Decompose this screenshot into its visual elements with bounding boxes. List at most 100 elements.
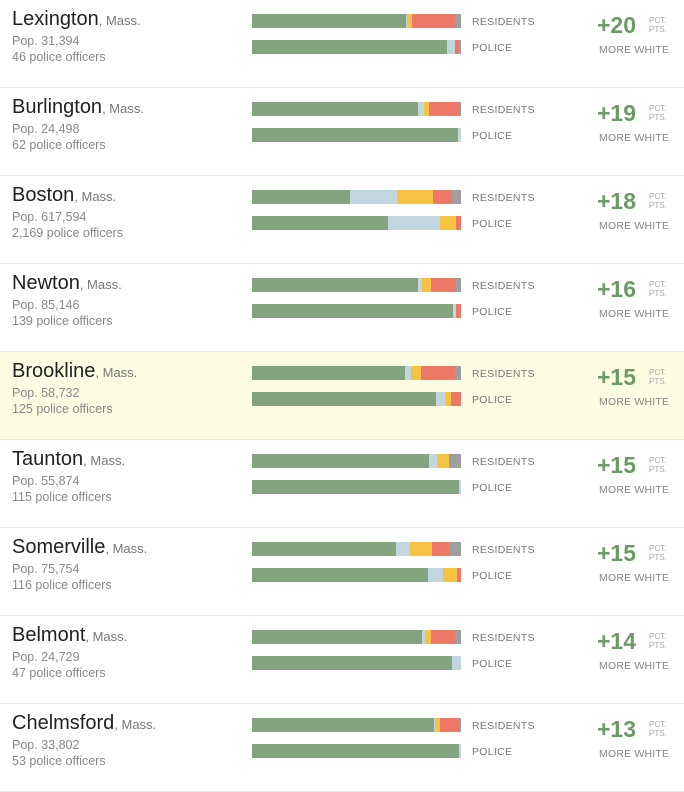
police-bar — [252, 656, 461, 670]
residents-segment-white — [252, 278, 419, 292]
police-label: POLICE — [472, 570, 513, 582]
state-label: , Mass. — [74, 189, 117, 204]
residents-label: RESIDENTS — [472, 544, 535, 556]
police-label: POLICE — [472, 218, 513, 230]
residents-segment-asian — [404, 366, 411, 380]
unit-line-1: PCT. — [649, 456, 667, 465]
residents-segment-white — [252, 14, 406, 28]
police-bar — [252, 744, 461, 758]
residents-bar — [252, 14, 461, 28]
unit-line-2: PTS. — [649, 25, 667, 34]
unit-line-2: PTS. — [649, 201, 667, 210]
difference-value: +16 — [597, 276, 637, 302]
more-white-label: MORE WHITE — [599, 396, 670, 408]
residents-segment-black — [421, 366, 455, 380]
residents-bar — [252, 102, 461, 116]
police-segment-asian — [451, 656, 461, 670]
unit-line-1: PCT. — [649, 544, 667, 553]
residents-segment-black — [428, 102, 460, 116]
residents-segment-black — [430, 630, 455, 644]
unit-label: PCT. PTS. — [649, 368, 667, 386]
residents-segment-hispanic — [397, 190, 433, 204]
police-label: POLICE — [472, 482, 513, 494]
residents-segment-other — [454, 366, 461, 380]
state-label: , Mass. — [85, 629, 128, 644]
city-name: Somerville — [12, 536, 106, 558]
city-name: Taunton — [12, 448, 84, 470]
unit-label: PCT. PTS. — [649, 104, 667, 122]
population-label: Pop. 75,754 — [12, 562, 80, 576]
population-label: Pop. 24,498 — [12, 122, 80, 136]
police-segment-black — [455, 304, 461, 318]
city-name: Chelmsford — [12, 712, 115, 734]
city-name: Belmont — [12, 624, 86, 646]
city-heading: Somerville, Mass. — [12, 536, 147, 559]
unit-label: PCT. PTS. — [649, 192, 667, 210]
more-white-label: MORE WHITE — [599, 44, 670, 56]
population-label: Pop. 33,802 — [12, 738, 80, 752]
city-name: Lexington — [12, 8, 99, 30]
state-label: , Mass. — [83, 453, 126, 468]
city-row-boston: Boston, Mass. Pop. 617,594 2,169 police … — [0, 176, 684, 264]
difference-value: +18 — [597, 188, 637, 214]
unit-line-2: PTS. — [649, 729, 667, 738]
residents-segment-asian — [418, 278, 423, 292]
residents-segment-white — [252, 718, 434, 732]
residents-segment-hispanic — [424, 102, 429, 116]
state-label: , Mass. — [98, 13, 141, 28]
residents-segment-white — [252, 542, 397, 556]
police-segment-white — [252, 744, 459, 758]
police-segment-hispanic — [445, 392, 451, 406]
unit-line-2: PTS. — [649, 465, 667, 474]
more-white-label: MORE WHITE — [599, 660, 670, 672]
state-label: , Mass. — [102, 101, 144, 116]
unit-line-1: PCT. — [649, 16, 667, 25]
police-segment-asian — [447, 40, 455, 54]
police-segment-asian — [457, 128, 461, 142]
difference-value: +19 — [597, 100, 637, 126]
difference-value: +14 — [597, 628, 637, 654]
more-white-label: MORE WHITE — [599, 484, 670, 496]
unit-line-1: PCT. — [649, 280, 667, 289]
city-heading: Taunton, Mass. — [12, 448, 125, 471]
residents-segment-white — [252, 366, 405, 380]
city-row-lexington: Lexington, Mass. Pop. 31,394 46 police o… — [0, 0, 684, 88]
residents-segment-other — [454, 630, 461, 644]
officer-count-label: 116 police officers — [12, 578, 112, 592]
police-segment-asian — [452, 304, 456, 318]
police-segment-white — [252, 40, 448, 54]
population-label: Pop. 85,146 — [12, 298, 80, 312]
residents-segment-white — [252, 190, 351, 204]
population-label: Pop. 617,594 — [12, 210, 87, 224]
residents-segment-black — [430, 278, 456, 292]
residents-segment-black — [431, 542, 450, 556]
police-segment-asian — [387, 216, 441, 230]
more-white-label: MORE WHITE — [599, 308, 670, 320]
residents-segment-hispanic — [434, 718, 441, 732]
police-segment-asian — [458, 744, 461, 758]
population-label: Pop. 31,394 — [12, 34, 80, 48]
unit-line-1: PCT. — [649, 192, 667, 201]
residents-segment-other — [449, 542, 461, 556]
police-segment-white — [252, 304, 453, 318]
more-white-label: MORE WHITE — [599, 132, 670, 144]
residents-label: RESIDENTS — [472, 720, 535, 732]
police-bar — [252, 304, 461, 318]
residents-segment-hispanic — [422, 278, 431, 292]
unit-line-2: PTS. — [649, 553, 667, 562]
unit-line-2: PTS. — [649, 377, 667, 386]
police-segment-white — [252, 128, 458, 142]
residents-segment-asian — [428, 454, 437, 468]
state-label: , Mass. — [114, 717, 157, 732]
city-heading: Burlington, Mass. — [12, 96, 144, 119]
city-row-burlington: Burlington, Mass. Pop. 24,498 62 police … — [0, 88, 684, 176]
residents-segment-black — [412, 14, 455, 28]
residents-label: RESIDENTS — [472, 280, 535, 292]
residents-label: RESIDENTS — [472, 104, 535, 116]
more-white-label: MORE WHITE — [599, 748, 670, 760]
residents-segment-other — [459, 102, 461, 116]
state-label: , Mass. — [105, 541, 148, 556]
police-label: POLICE — [472, 306, 513, 318]
residents-segment-other — [454, 14, 461, 28]
police-segment-black — [456, 568, 461, 582]
